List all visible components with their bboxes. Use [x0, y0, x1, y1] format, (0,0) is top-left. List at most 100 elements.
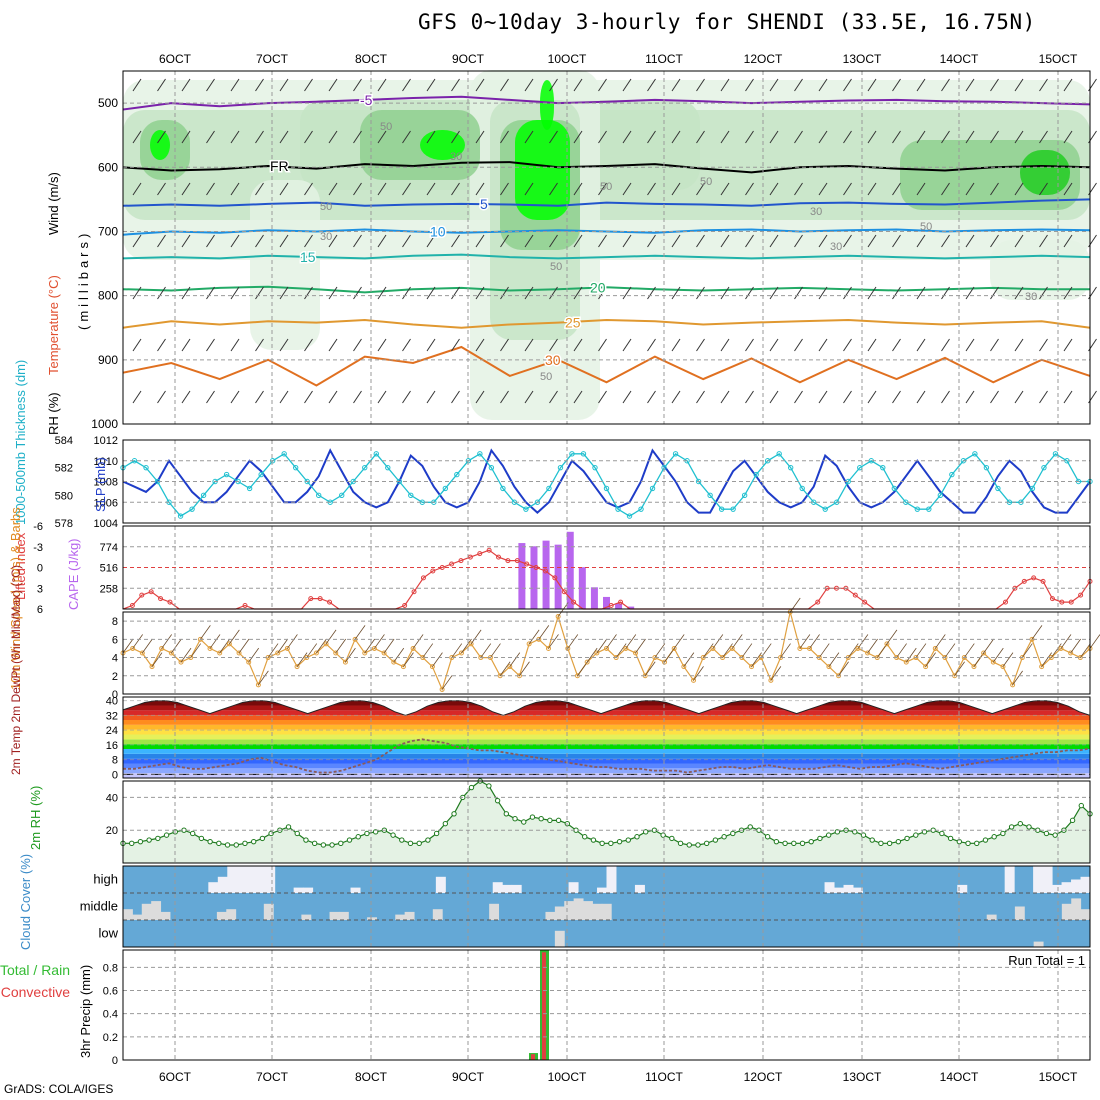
wind-barb: [596, 638, 608, 654]
rh-point: [695, 842, 701, 848]
precip-tick-label: 0.4: [103, 1009, 118, 1021]
wind-barb: [451, 390, 460, 404]
wind-barb: [892, 338, 901, 352]
wind-barb: [180, 647, 192, 663]
li-point: [1003, 599, 1009, 605]
rh-point: [242, 840, 248, 847]
rh-point: [224, 842, 231, 848]
rh-point: [1069, 817, 1076, 824]
thickness-tick-label: 584: [55, 435, 73, 447]
wind-barb: [524, 182, 534, 196]
cloud-bar-middle: [263, 903, 274, 920]
precip-convective-bar: [531, 1054, 535, 1060]
wind-barb: [1063, 234, 1073, 248]
wind-barb: [1063, 182, 1073, 196]
wind-barb: [916, 182, 926, 196]
cape-axis-label: CAPE (J/kg): [66, 538, 81, 610]
cloud-bar-high: [1033, 866, 1044, 893]
cloud-bar-middle: [592, 903, 603, 920]
wind-barb: [422, 643, 434, 658]
rh-shading: [515, 120, 570, 220]
wind-barb: [279, 338, 289, 352]
cloud-bar-high: [265, 866, 276, 893]
wind-barb: [892, 234, 901, 248]
wind-barb: [954, 661, 965, 677]
wind-point: [1068, 650, 1074, 656]
isotherm-line: [122, 345, 1091, 387]
rh-point: [468, 784, 475, 791]
panel-frame-th: [122, 439, 1091, 524]
wind-barb: [696, 286, 705, 300]
wind-barb: [451, 286, 460, 300]
wind-barb: [229, 629, 240, 645]
wind-point: [429, 664, 435, 670]
temp-tick-label: 0: [112, 769, 118, 781]
wind-barb: [622, 78, 632, 92]
wind-barb: [896, 643, 907, 658]
cloud-bar-middle: [226, 909, 237, 920]
wind-point: [729, 645, 735, 651]
wind-barb: [1021, 643, 1033, 658]
wind-barb: [720, 234, 730, 248]
ua-left-labels: RH (%) Temperature (°C) Wind (m/s): [46, 172, 61, 435]
li-point: [430, 568, 436, 574]
rh-shading: [540, 80, 554, 130]
thickness-point: [891, 485, 897, 492]
wind-barb: [654, 643, 666, 658]
thickness-point: [1052, 451, 1059, 457]
slp-tick-label: 1008: [94, 477, 118, 489]
wind-point: [932, 645, 938, 651]
wind-barb: [1089, 634, 1100, 649]
rh-contour-label: 50: [700, 176, 712, 188]
wind-barb: [470, 629, 482, 645]
wind-barb: [255, 390, 264, 404]
wind-barb: [353, 182, 362, 196]
wind-barb: [402, 286, 411, 300]
rh-point: [721, 834, 727, 840]
wind-barb: [377, 338, 387, 352]
pressure-tick-label: 500: [98, 96, 118, 110]
wind-barb: [745, 338, 754, 352]
wind-point: [362, 650, 368, 656]
panel-bg-w: [123, 612, 1090, 694]
rh-point: [346, 837, 353, 843]
thickness-point: [316, 492, 322, 499]
wind-barb: [941, 390, 950, 404]
wind-barb: [722, 643, 733, 658]
date-label-top: 9OCT: [452, 52, 485, 66]
thickness-point: [672, 451, 679, 457]
wind-barb: [916, 130, 926, 144]
cloud-bar-high: [1071, 879, 1082, 893]
thickness-point: [304, 478, 310, 485]
wind-barb: [769, 130, 779, 144]
temp-tick-label: 24: [106, 725, 118, 737]
wind-barb: [720, 390, 730, 404]
wind-barb: [990, 182, 999, 196]
cloud-bar-high: [492, 882, 503, 893]
rh-point: [782, 840, 788, 847]
wind-barb: [683, 652, 695, 667]
cape-ylabel: CAPE (J/kg): [66, 538, 81, 610]
li-point: [815, 599, 821, 605]
wind-barb: [181, 338, 191, 352]
wind-point: [149, 664, 155, 670]
rh-point: [538, 816, 544, 822]
wind-barb: [647, 234, 656, 248]
panel-frame-t2: [122, 696, 1091, 779]
thickness-point: [200, 492, 207, 499]
wind-barb: [625, 634, 637, 649]
thickness-point: [776, 451, 782, 457]
wind-barb: [157, 78, 166, 92]
pressure-tick-label: 800: [98, 289, 118, 303]
wind-barb: [598, 234, 607, 248]
rh-point: [137, 838, 144, 845]
wind-point: [971, 664, 977, 670]
wind-point: [468, 641, 474, 647]
rh-point: [303, 837, 309, 843]
thickness-point: [246, 485, 253, 492]
wind-barb: [258, 670, 269, 686]
wind-barb: [402, 234, 411, 248]
wind-point: [1000, 664, 1006, 670]
wind-point: [507, 664, 513, 670]
wind-barb: [200, 625, 211, 640]
